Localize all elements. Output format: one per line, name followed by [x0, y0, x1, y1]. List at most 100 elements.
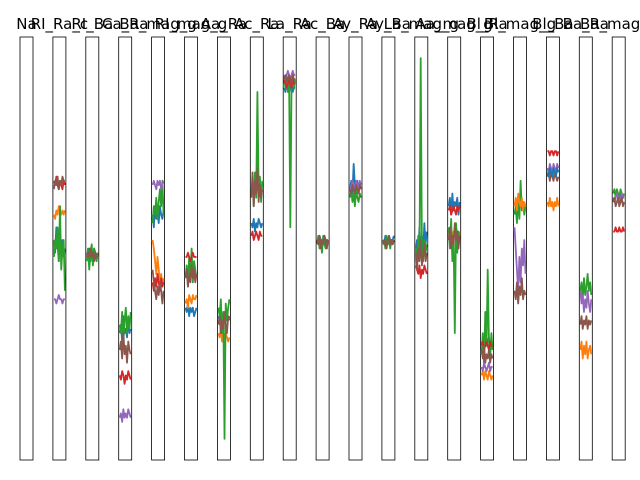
series-line-3 — [217, 311, 231, 335]
panel-frame — [513, 36, 527, 461]
panel-5: RI_mag_g — [155, 15, 228, 461]
series-line-1 — [480, 370, 494, 381]
series-line-2 — [85, 247, 98, 263]
panel-title: Ba_mag_g — [119, 15, 196, 34]
panel-17: Ba_Ra — [563, 15, 609, 461]
panel-8: La_Ra — [268, 15, 312, 461]
panel-frame — [546, 36, 560, 461]
series-line-1 — [283, 74, 297, 229]
panel-frame — [151, 36, 166, 461]
series-line-1 — [579, 340, 593, 360]
panel-15: Bl_mag_g — [484, 15, 556, 461]
panel-frame — [381, 36, 396, 461]
panel-frame — [578, 36, 593, 461]
series-line-1 — [613, 226, 626, 233]
series-line-2 — [382, 234, 395, 250]
panel-title: Ba_mag_g — [580, 15, 640, 34]
series-line-2 — [53, 205, 66, 291]
panel-title: Na — [16, 15, 36, 33]
panel-frame — [315, 36, 330, 461]
panel-frame — [216, 36, 231, 461]
series-line-2 — [414, 264, 428, 280]
panel-title: RI_Ra_c — [31, 15, 88, 34]
series-line-5 — [53, 175, 65, 191]
panel-title: Ca_Ra — [102, 15, 148, 34]
panel-title: Ba_Ra — [563, 15, 609, 34]
panel-10: Ay_Ra — [333, 15, 378, 461]
series-line-4 — [447, 222, 461, 250]
series-line-3 — [185, 251, 197, 263]
panel-16: Bl_Ba — [532, 15, 574, 461]
series-line-2 — [513, 227, 527, 292]
series-line-2 — [250, 230, 263, 241]
panel-title: RI_Ba — [71, 15, 113, 34]
series-line-0 — [250, 217, 264, 233]
series-line-1 — [184, 294, 198, 309]
panel-title: Bl_Ra — [466, 15, 507, 34]
panel-13: Aa_mag_g — [416, 15, 493, 461]
panel-title: Aa_Ra — [201, 15, 247, 34]
series-line-2 — [118, 370, 132, 385]
series-line-1 — [349, 188, 362, 208]
panel-9: Ac_Ba — [300, 15, 345, 461]
series-line-0 — [546, 196, 560, 212]
series-line-3 — [447, 205, 461, 216]
series-line-1 — [118, 306, 132, 343]
panel-frame — [52, 36, 67, 461]
panel-title: Ay_Ra — [333, 15, 378, 34]
panel-frame — [118, 36, 133, 461]
series-line-3 — [250, 167, 264, 208]
panel-frame — [414, 36, 429, 461]
series-line-3 — [579, 315, 593, 330]
panel-14: Bl_Ra — [466, 15, 508, 461]
panel-frame — [85, 36, 100, 461]
series-line-4 — [546, 167, 560, 178]
series-line-3 — [118, 408, 132, 423]
panel-0: Na — [16, 15, 37, 461]
panel-1: RI_Ra_c — [31, 15, 88, 461]
panel-title: RI_mag_g — [155, 15, 228, 34]
series-line-3 — [612, 196, 626, 208]
panel-frame — [19, 36, 34, 461]
series-line-4 — [53, 294, 65, 305]
panel-frame — [184, 36, 198, 461]
panel-title: Ay_Ba — [366, 15, 411, 34]
panel-title: La_Ra — [268, 15, 312, 34]
series-line-4 — [480, 361, 493, 373]
panel-6: Aa_Ra — [201, 15, 247, 461]
panel-7: Ac_Ra — [234, 15, 279, 461]
series-line-3 — [414, 239, 428, 271]
panel-title: Aa_mag_g — [416, 15, 493, 34]
series-line-1 — [513, 192, 527, 212]
panel-title: Bl_Ba — [532, 15, 573, 34]
series-line-3 — [349, 184, 362, 195]
series-line-5 — [480, 344, 494, 364]
series-line-2 — [579, 289, 593, 313]
panel-frame — [249, 36, 264, 461]
panel-title: La_mag_g — [384, 15, 459, 34]
panel-frame — [480, 36, 495, 461]
panel-18: Ba_mag_g — [580, 15, 640, 461]
series-line-4 — [118, 332, 132, 364]
series-line-1 — [547, 150, 560, 157]
series-line-5 — [151, 269, 165, 305]
series-line-2 — [316, 234, 329, 250]
panel-frame — [282, 36, 297, 461]
panel-11: Ay_Ba — [366, 15, 411, 461]
panel-3: Ca_Ra — [102, 15, 148, 461]
panel-title: Ac_Ra — [234, 15, 279, 34]
series-line-4 — [151, 179, 165, 191]
series-line-2 — [217, 298, 231, 440]
panel-4: Ba_mag_g — [119, 15, 197, 461]
series-line-0 — [579, 272, 593, 301]
series-line-4 — [184, 264, 198, 288]
panel-frame — [611, 36, 626, 461]
panel-12: La_mag_g — [384, 15, 459, 461]
panel-frame — [447, 36, 462, 461]
series-line-3 — [513, 277, 527, 305]
panel-frame — [348, 36, 363, 461]
panel-2: RI_Ba — [71, 15, 113, 461]
series-line-4 — [283, 74, 296, 85]
panels-group: NaRI_Ra_cRI_BaCa_RaBa_mag_gRI_mag_gAa_Ra… — [16, 15, 640, 461]
